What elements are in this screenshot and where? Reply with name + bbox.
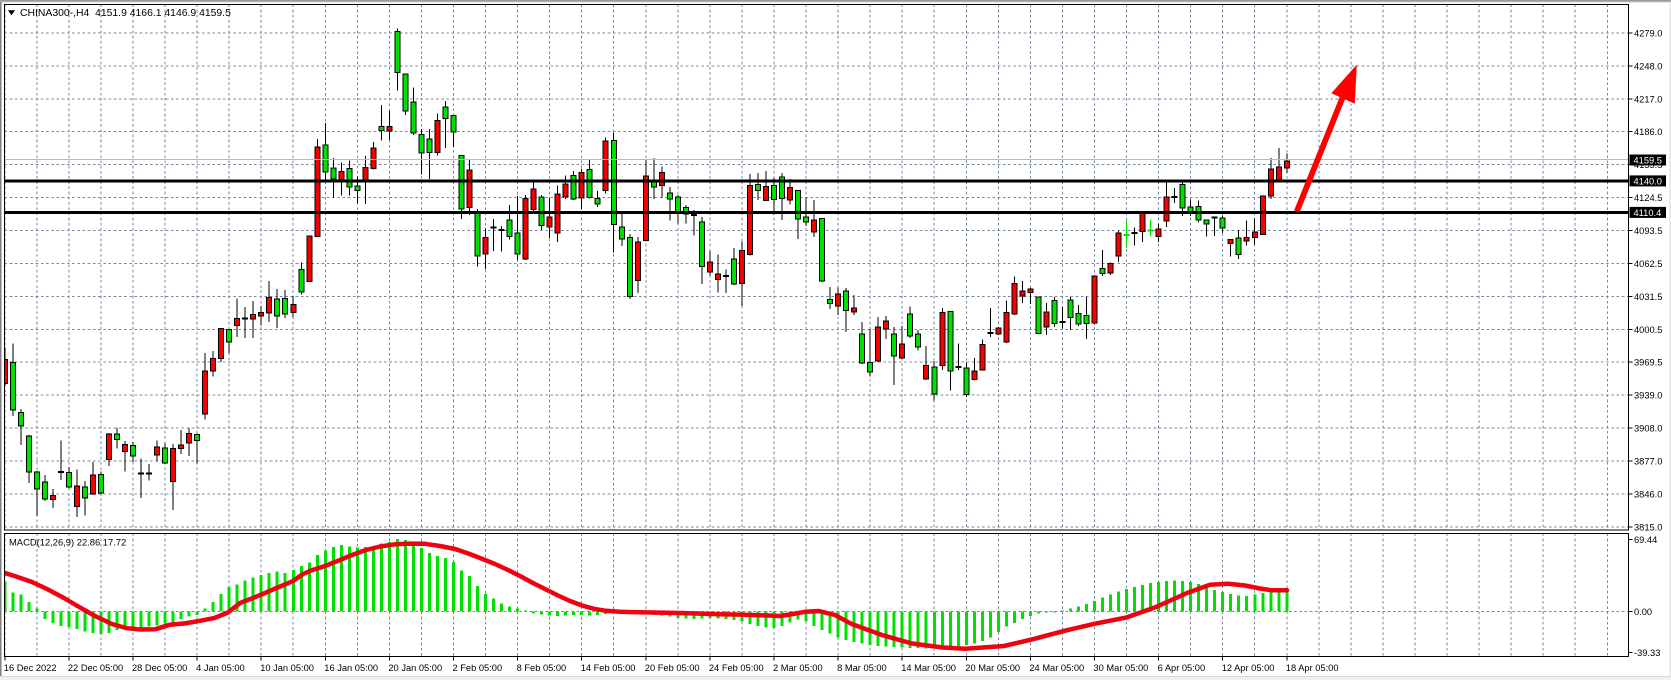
svg-text:20 Jan 05:00: 20 Jan 05:00 — [388, 663, 442, 673]
svg-text:24 Feb 05:00: 24 Feb 05:00 — [709, 663, 764, 673]
svg-text:4186.0: 4186.0 — [1634, 127, 1662, 137]
svg-text:16 Dec 2022: 16 Dec 2022 — [4, 663, 57, 673]
svg-text:10 Jan 05:00: 10 Jan 05:00 — [260, 663, 314, 673]
svg-text:MACD(12,26,9) 22.86 17.72: MACD(12,26,9) 22.86 17.72 — [9, 537, 126, 548]
svg-text:4093.5: 4093.5 — [1634, 226, 1662, 236]
svg-text:4000.5: 4000.5 — [1634, 325, 1662, 335]
svg-text:3908.0: 3908.0 — [1634, 424, 1662, 434]
svg-text:22 Dec 05:00: 22 Dec 05:00 — [68, 663, 123, 673]
svg-text:8 Mar 05:00: 8 Mar 05:00 — [837, 663, 887, 673]
svg-text:4062.5: 4062.5 — [1634, 259, 1662, 269]
svg-text:2 Mar 05:00: 2 Mar 05:00 — [773, 663, 823, 673]
svg-text:4110.4: 4110.4 — [1634, 208, 1662, 218]
svg-text:24 Mar 05:00: 24 Mar 05:00 — [1029, 663, 1084, 673]
svg-text:4248.0: 4248.0 — [1634, 61, 1662, 71]
svg-text:CHINA300-,H4 4151.9 4166.1 41: CHINA300-,H4 4151.9 4166.1 4146.9 4159.5 — [20, 8, 231, 19]
svg-text:14 Feb 05:00: 14 Feb 05:00 — [581, 663, 636, 673]
svg-text:4 Jan 05:00: 4 Jan 05:00 — [196, 663, 245, 673]
svg-text:4124.5: 4124.5 — [1634, 193, 1662, 203]
svg-text:20 Mar 05:00: 20 Mar 05:00 — [965, 663, 1020, 673]
svg-text:4217.0: 4217.0 — [1634, 94, 1662, 104]
svg-text:6 Apr 05:00: 6 Apr 05:00 — [1158, 663, 1206, 673]
svg-text:20 Feb 05:00: 20 Feb 05:00 — [645, 663, 700, 673]
svg-text:4279.0: 4279.0 — [1634, 28, 1662, 38]
svg-text:3815.0: 3815.0 — [1634, 522, 1662, 532]
svg-text:-39.33: -39.33 — [1634, 648, 1660, 658]
svg-text:69.44: 69.44 — [1634, 535, 1657, 545]
svg-text:28 Dec 05:00: 28 Dec 05:00 — [132, 663, 187, 673]
svg-text:3939.0: 3939.0 — [1634, 391, 1662, 401]
svg-text:3969.5: 3969.5 — [1634, 358, 1662, 368]
svg-text:18 Apr 05:00: 18 Apr 05:00 — [1286, 663, 1339, 673]
svg-text:16 Jan 05:00: 16 Jan 05:00 — [324, 663, 378, 673]
svg-text:8 Feb 05:00: 8 Feb 05:00 — [517, 663, 567, 673]
svg-text:30 Mar 05:00: 30 Mar 05:00 — [1094, 663, 1149, 673]
svg-text:4140.0: 4140.0 — [1634, 177, 1662, 187]
svg-text:4031.5: 4031.5 — [1634, 292, 1662, 302]
svg-text:2 Feb 05:00: 2 Feb 05:00 — [453, 663, 503, 673]
svg-text:0.00: 0.00 — [1634, 607, 1652, 617]
svg-text:3877.0: 3877.0 — [1634, 457, 1662, 467]
svg-text:3846.0: 3846.0 — [1634, 490, 1662, 500]
svg-text:4159.5: 4159.5 — [1634, 156, 1662, 166]
svg-text:12 Apr 05:00: 12 Apr 05:00 — [1222, 663, 1275, 673]
svg-text:14 Mar 05:00: 14 Mar 05:00 — [901, 663, 956, 673]
